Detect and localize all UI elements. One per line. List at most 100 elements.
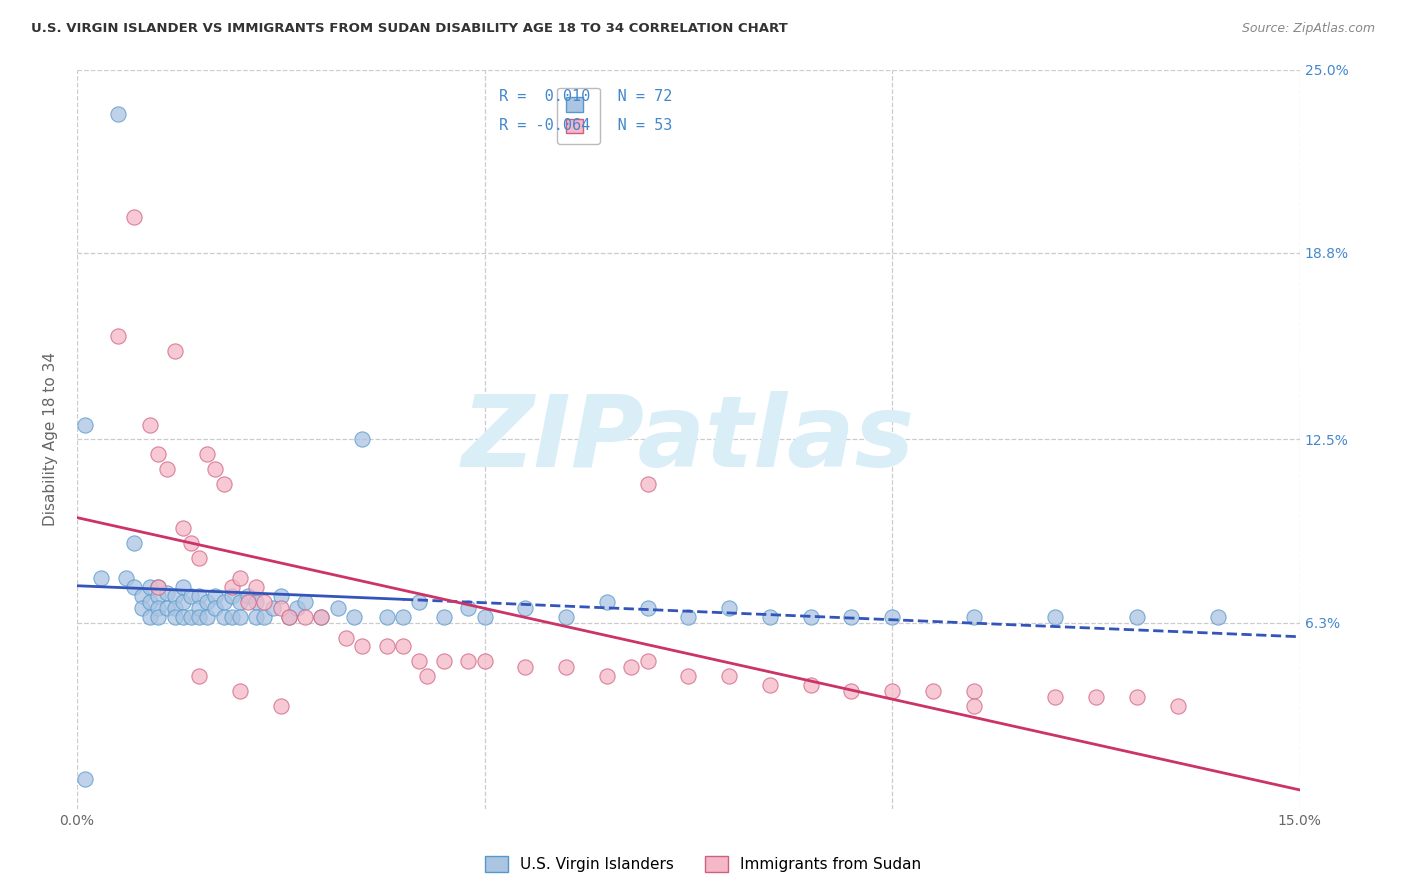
- Point: [212, 476, 235, 491]
- Point: [172, 595, 194, 609]
- Point: [204, 462, 226, 476]
- Point: [139, 609, 162, 624]
- Point: [188, 589, 211, 603]
- Point: [1126, 609, 1149, 624]
- Legend: U.S. Virgin Islanders, Immigrants from Sudan: U.S. Virgin Islanders, Immigrants from S…: [478, 848, 928, 880]
- Point: [678, 669, 700, 683]
- Point: [277, 609, 299, 624]
- Point: [229, 683, 252, 698]
- Point: [148, 601, 170, 615]
- Point: [375, 640, 398, 654]
- Point: [433, 654, 456, 668]
- Legend: , : ,: [557, 87, 600, 144]
- Point: [800, 678, 823, 692]
- Point: [922, 683, 945, 698]
- Point: [515, 601, 537, 615]
- Point: [107, 107, 129, 121]
- Point: [131, 601, 153, 615]
- Point: [457, 601, 479, 615]
- Point: [139, 417, 162, 432]
- Point: [596, 669, 619, 683]
- Text: U.S. VIRGIN ISLANDER VS IMMIGRANTS FROM SUDAN DISABILITY AGE 18 TO 34 CORRELATIO: U.S. VIRGIN ISLANDER VS IMMIGRANTS FROM …: [31, 22, 787, 36]
- Text: Source: ZipAtlas.com: Source: ZipAtlas.com: [1241, 22, 1375, 36]
- Point: [637, 654, 659, 668]
- Point: [1045, 690, 1067, 704]
- Point: [180, 609, 202, 624]
- Point: [474, 609, 496, 624]
- Point: [270, 601, 292, 615]
- Point: [620, 660, 643, 674]
- Point: [408, 654, 430, 668]
- Point: [221, 589, 243, 603]
- Point: [245, 609, 267, 624]
- Point: [294, 609, 316, 624]
- Point: [155, 601, 177, 615]
- Point: [229, 609, 252, 624]
- Point: [236, 595, 259, 609]
- Point: [212, 609, 235, 624]
- Point: [963, 698, 986, 713]
- Point: [188, 601, 211, 615]
- Text: ZIPatlas: ZIPatlas: [461, 391, 915, 488]
- Point: [270, 589, 292, 603]
- Point: [637, 476, 659, 491]
- Point: [343, 609, 366, 624]
- Point: [122, 211, 145, 225]
- Point: [155, 462, 177, 476]
- Point: [718, 601, 741, 615]
- Point: [270, 698, 292, 713]
- Point: [392, 609, 415, 624]
- Point: [172, 580, 194, 594]
- Point: [262, 601, 284, 615]
- Point: [245, 595, 267, 609]
- Point: [433, 609, 456, 624]
- Point: [172, 521, 194, 535]
- Point: [253, 609, 276, 624]
- Point: [221, 609, 243, 624]
- Point: [1045, 609, 1067, 624]
- Point: [163, 343, 186, 358]
- Point: [718, 669, 741, 683]
- Point: [229, 571, 252, 585]
- Point: [229, 595, 252, 609]
- Point: [515, 660, 537, 674]
- Point: [285, 601, 308, 615]
- Point: [188, 669, 211, 683]
- Point: [759, 609, 782, 624]
- Point: [555, 660, 578, 674]
- Point: [963, 683, 986, 698]
- Point: [841, 683, 863, 698]
- Point: [352, 433, 374, 447]
- Point: [195, 595, 218, 609]
- Point: [457, 654, 479, 668]
- Point: [236, 589, 259, 603]
- Point: [122, 536, 145, 550]
- Point: [172, 609, 194, 624]
- Y-axis label: Disability Age 18 to 34: Disability Age 18 to 34: [44, 352, 58, 526]
- Point: [195, 447, 218, 461]
- Point: [221, 580, 243, 594]
- Point: [180, 536, 202, 550]
- Point: [555, 609, 578, 624]
- Point: [204, 589, 226, 603]
- Point: [882, 683, 904, 698]
- Point: [352, 640, 374, 654]
- Point: [1085, 690, 1108, 704]
- Point: [375, 609, 398, 624]
- Point: [114, 571, 136, 585]
- Text: R = -0.064   N = 53: R = -0.064 N = 53: [499, 118, 672, 133]
- Point: [294, 595, 316, 609]
- Point: [180, 589, 202, 603]
- Point: [148, 609, 170, 624]
- Point: [139, 580, 162, 594]
- Point: [212, 595, 235, 609]
- Point: [122, 580, 145, 594]
- Point: [163, 609, 186, 624]
- Point: [163, 601, 186, 615]
- Point: [148, 580, 170, 594]
- Point: [416, 669, 439, 683]
- Point: [596, 595, 619, 609]
- Point: [408, 595, 430, 609]
- Point: [759, 678, 782, 692]
- Point: [107, 328, 129, 343]
